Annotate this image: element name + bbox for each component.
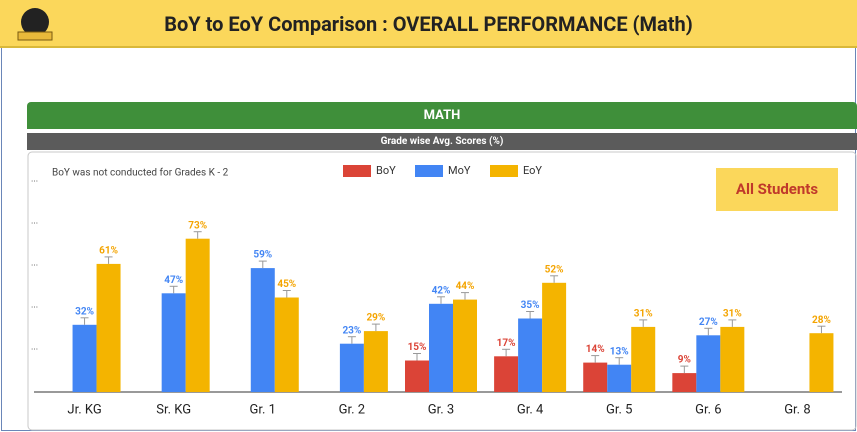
value-label: 9% (678, 355, 691, 366)
legend-swatch (490, 165, 518, 177)
x-tick-label: Gr. 1 (250, 402, 276, 417)
value-label: 44% (456, 281, 475, 292)
page-title: BoY to EoY Comparison : OVERALL PERFORMA… (164, 12, 693, 36)
value-label: 17% (497, 338, 516, 349)
value-label: 47% (164, 275, 183, 286)
badge: All Students (736, 180, 818, 198)
legend-label: EoY (523, 164, 542, 177)
bar (429, 303, 453, 392)
x-tick-label: Gr. 4 (517, 402, 544, 417)
y-tick-label: ... (31, 258, 38, 268)
value-label: 29% (366, 313, 385, 324)
bar (405, 360, 429, 392)
y-tick-label: ... (31, 300, 38, 310)
value-label: 32% (75, 306, 94, 317)
chart-panel (27, 151, 857, 431)
logo (17, 8, 53, 41)
value-label: 14% (586, 344, 605, 355)
value-label: 42% (432, 285, 451, 296)
legend-label: BoY (376, 164, 396, 177)
value-label: 27% (699, 317, 718, 328)
subtitle-bar: Grade wise Avg. Scores (%) (27, 133, 857, 150)
y-tick-label: ... (31, 342, 38, 352)
bar (96, 263, 121, 392)
bar (672, 373, 697, 392)
x-tick-label: Sr. KG (156, 402, 191, 417)
bar (363, 331, 388, 392)
value-label: 28% (812, 315, 831, 326)
x-tick-label: Gr. 5 (606, 402, 632, 417)
value-label: 61% (99, 246, 118, 257)
bar (161, 293, 186, 392)
value-label: 59% (253, 250, 272, 261)
value-label: 15% (408, 342, 427, 353)
bar (250, 268, 275, 392)
bar (494, 356, 519, 392)
bar (274, 297, 299, 392)
legend-swatch (415, 165, 443, 177)
y-tick-label: ... (31, 174, 38, 184)
value-label: 23% (342, 325, 361, 336)
y-tick-label: ... (31, 216, 38, 226)
bar (518, 318, 543, 392)
x-tick-label: Gr. 6 (695, 402, 721, 417)
x-tick-label: Gr. 8 (784, 402, 810, 417)
header: BoY to EoY Comparison : OVERALL PERFORMA… (0, 0, 857, 48)
bar (607, 364, 632, 392)
value-label: 52% (545, 264, 564, 275)
section-bar: MATH (27, 102, 857, 129)
value-label: 13% (610, 346, 629, 357)
x-tick-label: Jr. KG (67, 402, 101, 417)
value-label: 45% (277, 279, 296, 290)
x-tick-label: Gr. 3 (428, 402, 454, 417)
bar (696, 335, 721, 392)
bar (809, 333, 834, 392)
x-tick-label: Gr. 2 (339, 402, 365, 417)
bar (583, 362, 608, 392)
bar (72, 324, 97, 392)
bar (542, 282, 567, 392)
legend-label: MoY (448, 164, 471, 177)
bar (185, 238, 210, 392)
badge-box (716, 168, 838, 211)
value-label: 35% (521, 300, 540, 311)
note: BoY was not conducted for Grades K - 2 (52, 167, 229, 179)
legend-swatch (343, 165, 371, 177)
bar (720, 326, 745, 392)
bar (631, 326, 656, 392)
value-label: 73% (188, 220, 207, 231)
value-label: 31% (634, 309, 653, 320)
value-label: 31% (723, 309, 742, 320)
bar (453, 299, 477, 392)
bar (339, 343, 364, 392)
